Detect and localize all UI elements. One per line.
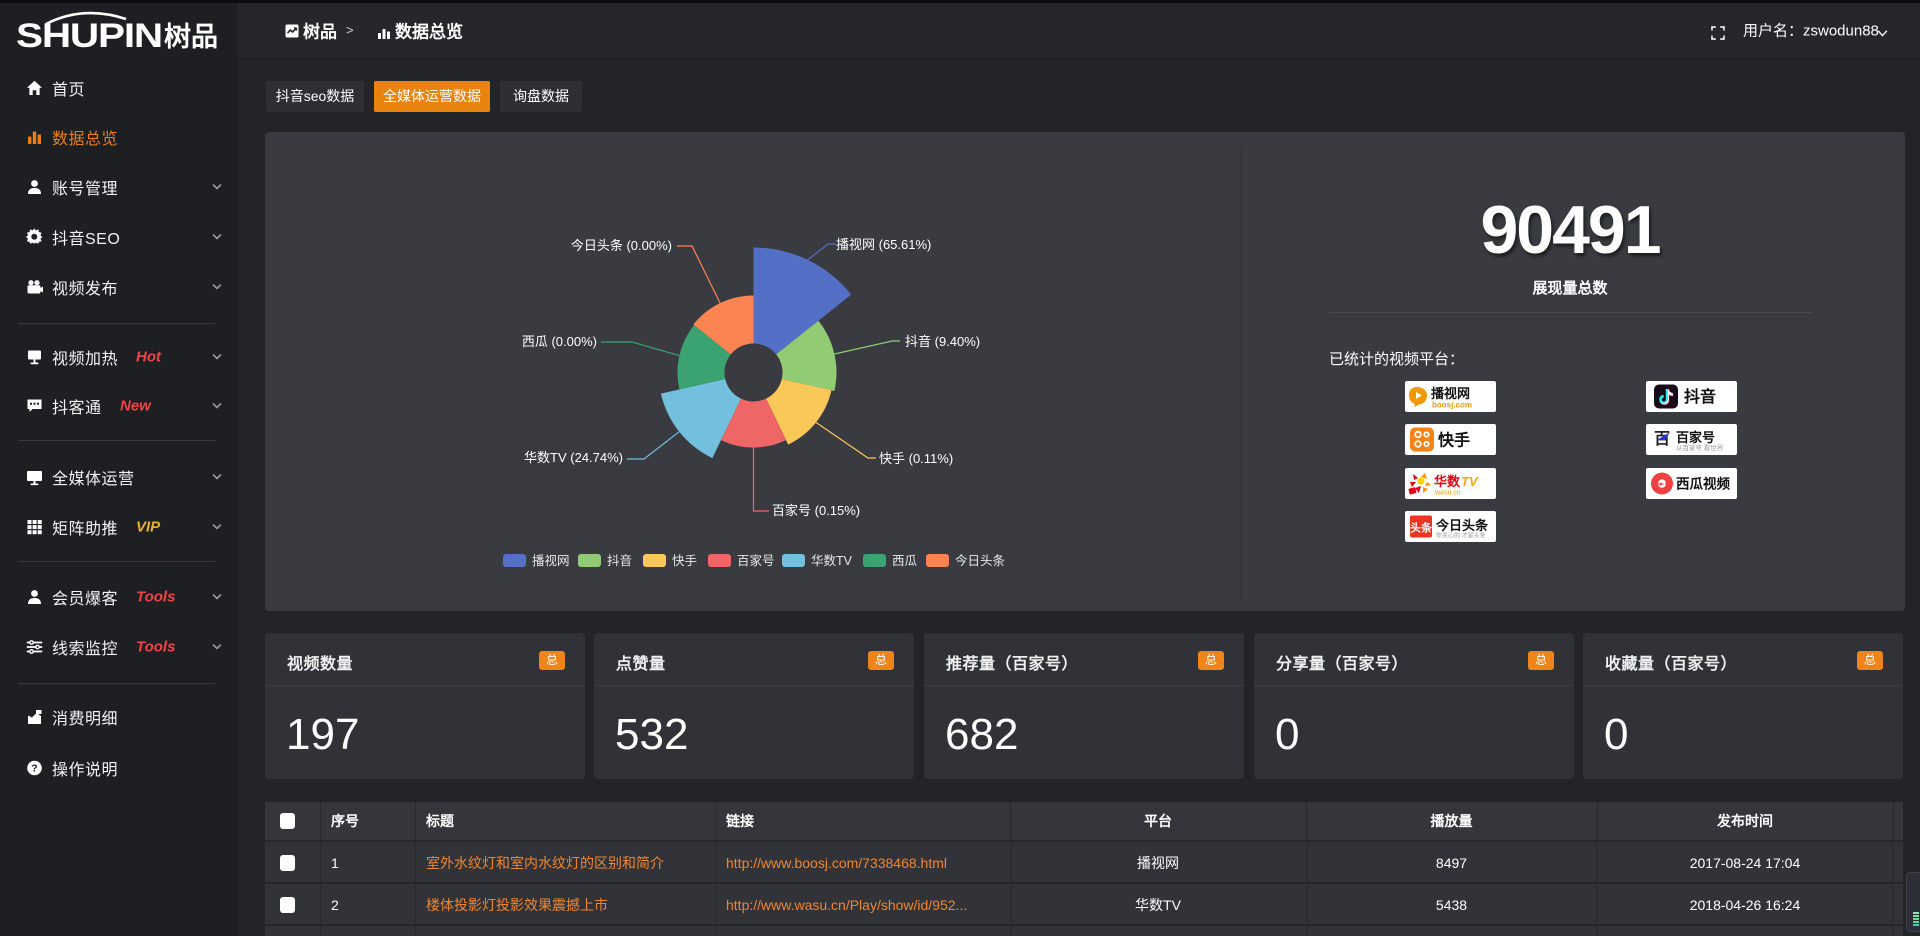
svg-text:wasu.cn: wasu.cn [1434,490,1461,497]
svg-text:快手: 快手 [1438,431,1470,450]
svg-text:TV: TV [1461,474,1479,489]
svg-text:头条: 头条 [1410,521,1433,535]
svg-text:西瓜视频: 西瓜视频 [1676,476,1730,492]
svg-text:快手 (0.11%): 快手 (0.11%) [879,451,953,466]
svg-text:今日头条 (0.00%): 今日头条 (0.00%) [571,238,672,253]
svg-text:华数TV: 华数TV [811,553,853,568]
svg-text:快手: 快手 [672,554,697,568]
svg-text:播视网 (65.61%): 播视网 (65.61%) [836,237,931,252]
svg-text:播视网: 播视网 [532,553,570,568]
svg-text:?: ? [31,763,37,775]
svg-text:百家号: 百家号 [737,553,775,568]
svg-text:播视网: 播视网 [1431,386,1470,401]
svg-text:华数: 华数 [1434,474,1461,489]
svg-text:百家号 (0.15%): 百家号 (0.15%) [772,503,860,518]
svg-text:boosj.com: boosj.com [1432,401,1472,410]
svg-text:你关心的 才是头条: 你关心的 才是头条 [1436,532,1486,540]
svg-text:华数TV (24.74%): 华数TV (24.74%) [524,450,623,465]
svg-text:百家号: 百家号 [1676,430,1715,445]
svg-text:SHUPIN: SHUPIN [16,17,162,55]
svg-text:从百家号 看世界: 从百家号 看世界 [1676,443,1724,452]
svg-text:树品: 树品 [164,22,218,52]
svg-text:西瓜 (0.00%): 西瓜 (0.00%) [522,334,597,349]
svg-text:西瓜: 西瓜 [892,554,918,568]
svg-text:今日头条: 今日头条 [1435,518,1489,533]
svg-text:今日头条: 今日头条 [955,553,1006,568]
svg-text:抖音 (9.40%): 抖音 (9.40%) [905,334,980,349]
svg-text:抖音: 抖音 [607,553,632,568]
svg-text:抖音: 抖音 [1684,387,1716,406]
